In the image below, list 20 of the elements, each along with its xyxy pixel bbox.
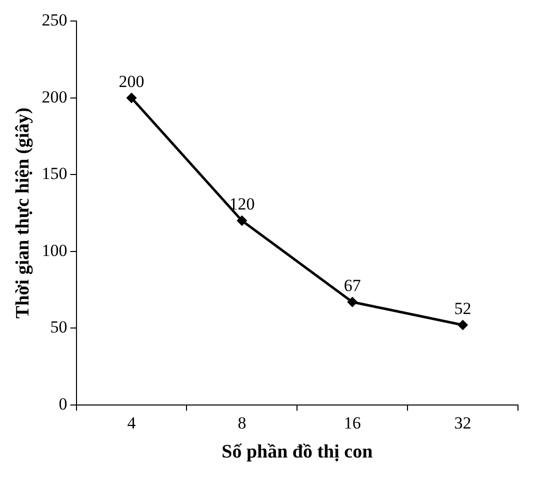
point (237, 216, 247, 226)
x-axis-title: Số phần đồ thị con (222, 442, 374, 463)
y-axis-title: Thời gian thực hiện (giây) (12, 108, 34, 318)
data-label: 120 (229, 194, 255, 214)
x-tick-label: 4 (127, 413, 136, 432)
point (348, 297, 358, 307)
x-tick-label: 32 (454, 413, 472, 432)
data-label: 52 (454, 298, 472, 318)
y-tick-label: 50 (50, 318, 68, 337)
y-tick-label: 0 (58, 394, 68, 414)
data-label: 200 (118, 72, 144, 91)
y-tick-label: 150 (42, 164, 68, 184)
data-label: 67 (344, 276, 362, 295)
point (126, 93, 136, 103)
y-tick-label: 250 (42, 10, 68, 30)
y-tick-label: 100 (42, 240, 68, 260)
x-tick-label: 16 (344, 413, 361, 432)
x-tick-label: 8 (238, 413, 246, 432)
point (458, 320, 468, 330)
y-tick-label: 200 (42, 87, 68, 106)
